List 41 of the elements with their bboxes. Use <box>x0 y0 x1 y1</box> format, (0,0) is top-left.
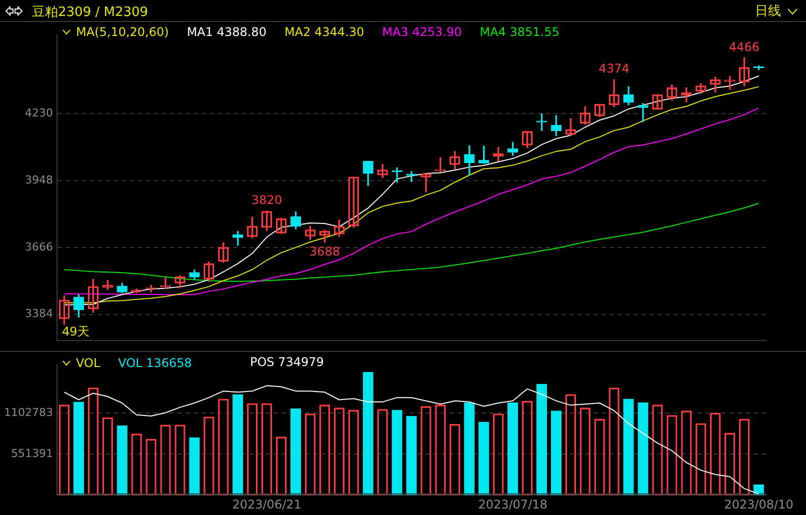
x-tick-label: 2023/06/21 <box>232 497 302 512</box>
annotation: 49天 <box>62 324 90 339</box>
y-tick-label: 3948 <box>25 173 53 186</box>
text: MA4 3851.55 <box>480 25 560 39</box>
bar <box>464 402 475 495</box>
x-tick-label: 2023/07/18 <box>478 497 548 512</box>
candlestick <box>638 102 648 122</box>
annotation: 4466 <box>729 40 760 54</box>
annotation: 4374 <box>598 62 630 76</box>
bar <box>73 402 84 495</box>
y-tick-label: 551391 <box>11 446 53 460</box>
bar <box>290 408 302 495</box>
y-tick-label: 3666 <box>25 240 53 254</box>
bar <box>406 416 417 495</box>
series-label: POS 734979 <box>250 355 324 369</box>
bar <box>392 410 402 495</box>
bar <box>232 394 244 495</box>
legend-title: MA(5,10,20,60) <box>76 25 169 39</box>
chart-title: 豆粕2309 / M2309 <box>32 4 148 21</box>
y-tick-label: 4230 <box>25 106 53 120</box>
bar <box>507 402 518 495</box>
text: VOL 136658 <box>118 356 192 370</box>
y-tick-label: 1102783 <box>4 406 53 419</box>
bar <box>638 402 648 495</box>
bar <box>550 410 562 495</box>
bar <box>536 384 548 495</box>
annotation: 3820 <box>252 193 282 208</box>
annotation: 3688 <box>309 244 340 258</box>
bar <box>116 426 128 495</box>
bar <box>478 422 490 495</box>
bar <box>189 437 200 495</box>
legend-title: VOL <box>76 356 100 370</box>
text: MA1 4388.80 <box>186 25 266 39</box>
y-tick-label: 3384 <box>25 307 53 320</box>
candlestick <box>435 157 446 172</box>
chart-subtitle: 日线 <box>755 3 781 20</box>
x-tick-label: 2023/08/10 <box>724 497 794 512</box>
text: MA2 4344.30 <box>284 25 364 39</box>
bar <box>362 372 374 495</box>
bar <box>623 398 634 495</box>
text: MA3 4253.90 <box>382 25 462 39</box>
